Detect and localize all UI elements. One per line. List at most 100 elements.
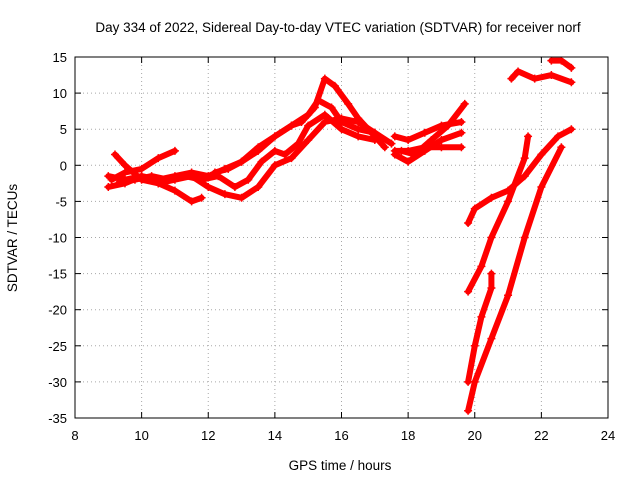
data-point-marker	[237, 157, 246, 166]
data-point-marker	[337, 125, 346, 134]
data-point-marker	[460, 99, 469, 108]
data-point-marker	[237, 193, 246, 202]
data-point-marker	[380, 143, 389, 152]
y-tick-label: 5	[60, 122, 67, 137]
data-point-marker	[254, 182, 263, 191]
series-arc-2	[107, 146, 179, 184]
data-point-marker	[254, 146, 263, 155]
data-point-marker	[464, 406, 473, 415]
data-point-marker	[120, 161, 129, 170]
data-point-marker	[170, 186, 179, 195]
data-point-marker	[327, 103, 336, 112]
data-point-marker	[110, 150, 119, 159]
data-point-marker	[444, 121, 453, 130]
data-point-marker	[504, 291, 513, 300]
data-point-marker	[210, 168, 219, 177]
data-point-marker	[320, 117, 329, 126]
data-point-marker	[197, 175, 206, 184]
data-point-marker	[557, 56, 566, 65]
data-point-marker	[104, 182, 113, 191]
data-point-marker	[427, 136, 436, 145]
data-point-marker	[487, 269, 496, 278]
data-point-marker	[204, 182, 213, 191]
data-point-marker	[404, 157, 413, 166]
data-point-marker	[130, 175, 139, 184]
data-point-marker	[547, 56, 556, 65]
grid-lines	[75, 57, 608, 418]
axis-ticks: 8 10 12 14 16 18 20 22 24 15 10 5 0 -5 -10 -15 -20 -25 -30…	[48, 50, 615, 443]
data-point-marker	[557, 143, 566, 152]
series-arc-6	[210, 74, 389, 177]
series-arc-14	[464, 269, 496, 386]
series-arc-12	[464, 132, 533, 296]
series-line	[115, 111, 378, 190]
data-point-marker	[344, 99, 353, 108]
data-point-marker	[397, 146, 406, 155]
data-point-marker	[457, 128, 466, 137]
data-point-marker	[514, 67, 523, 76]
data-point-marker	[354, 114, 363, 123]
data-point-marker	[287, 154, 296, 163]
series-arc-8	[390, 128, 466, 166]
data-point-marker	[537, 182, 546, 191]
data-point-marker	[437, 143, 446, 152]
data-point-marker	[567, 78, 576, 87]
series-arc-13	[464, 143, 566, 415]
data-point-marker	[154, 154, 163, 163]
data-point-marker	[477, 262, 486, 271]
y-tick-label: -30	[48, 375, 67, 390]
x-axis-label: GPS time / hours	[289, 458, 392, 473]
series-arc-16	[547, 56, 576, 72]
series-arc-10	[397, 99, 469, 159]
x-tick-label: 10	[134, 428, 148, 443]
data-point-marker	[320, 110, 329, 119]
data-point-marker	[354, 125, 363, 134]
data-point-marker	[547, 71, 556, 80]
data-point-marker	[230, 182, 239, 191]
data-point-marker	[537, 150, 546, 159]
y-tick-label: -10	[48, 231, 67, 246]
data-point-marker	[270, 132, 279, 141]
data-point-marker	[320, 74, 329, 83]
y-tick-label: 10	[53, 86, 67, 101]
data-point-marker	[567, 63, 576, 72]
data-point-marker	[477, 312, 486, 321]
y-tick-label: -35	[48, 411, 67, 426]
data-point-marker	[464, 377, 473, 386]
data-point-marker	[520, 154, 529, 163]
data-point-marker	[270, 161, 279, 170]
data-point-marker	[170, 146, 179, 155]
data-point-marker	[114, 179, 123, 188]
data-point-marker	[280, 150, 289, 159]
data-point-marker	[554, 132, 563, 141]
y-tick-label: -25	[48, 339, 67, 354]
data-point-marker	[504, 197, 513, 206]
data-point-marker	[457, 117, 466, 126]
data-point-marker	[530, 74, 539, 83]
data-point-marker	[464, 219, 473, 228]
data-series-layer	[104, 56, 576, 415]
data-point-marker	[404, 136, 413, 145]
data-point-marker	[244, 175, 253, 184]
data-point-marker	[487, 284, 496, 293]
data-point-marker	[294, 139, 303, 148]
data-point-marker	[520, 233, 529, 242]
data-point-marker	[270, 146, 279, 155]
data-point-marker	[487, 233, 496, 242]
data-point-marker	[507, 74, 516, 83]
data-point-marker	[137, 164, 146, 173]
data-point-marker	[470, 341, 479, 350]
data-point-marker	[457, 143, 466, 152]
data-point-marker	[304, 121, 313, 130]
x-tick-label: 20	[468, 428, 482, 443]
data-point-marker	[437, 136, 446, 145]
data-point-marker	[567, 125, 576, 134]
data-point-marker	[524, 132, 533, 141]
data-point-marker	[410, 150, 419, 159]
data-point-marker	[180, 172, 189, 181]
data-point-marker	[287, 121, 296, 130]
x-tick-label: 22	[534, 428, 548, 443]
data-point-marker	[107, 175, 116, 184]
series-line	[211, 75, 388, 176]
